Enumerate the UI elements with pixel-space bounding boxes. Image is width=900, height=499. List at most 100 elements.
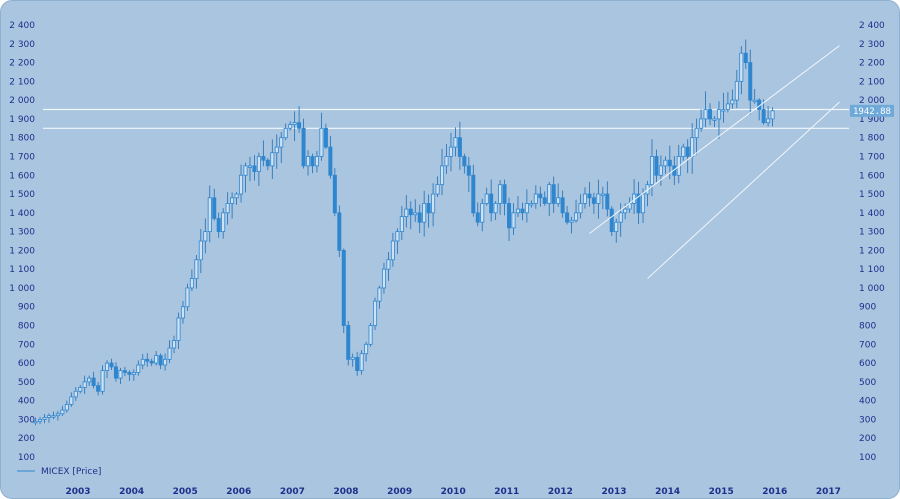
trend-channel: [589, 45, 840, 279]
candle-body: [176, 317, 181, 341]
candle-body: [377, 287, 382, 302]
candle-body: [373, 300, 378, 326]
candle-body: [703, 109, 708, 120]
candle-body: [131, 372, 136, 375]
y-tick-label-right: 2 300: [859, 40, 885, 50]
candle-body: [399, 216, 404, 233]
x-tick-label: 2008: [333, 487, 358, 497]
candle-body: [216, 218, 221, 233]
candle-body: [462, 156, 467, 167]
y-tick-label-left: 500: [18, 378, 35, 388]
last-price-box: [850, 104, 894, 117]
candle-body: [239, 174, 244, 195]
x-tick-label: 2015: [709, 487, 734, 497]
candle-body: [270, 152, 275, 167]
candle-body: [207, 197, 212, 233]
candle-body: [520, 208, 525, 214]
candle-body: [91, 377, 96, 387]
candle-body: [368, 325, 373, 345]
candle-body: [739, 52, 744, 82]
candle-body: [538, 193, 543, 199]
candle-body: [355, 357, 360, 372]
candle-body: [533, 193, 538, 204]
candle-body: [551, 184, 556, 204]
candle-body: [252, 165, 257, 172]
candle-body: [82, 381, 87, 388]
candle-body: [127, 372, 132, 375]
y-tick-label-left: 200: [18, 434, 35, 444]
y-tick-label-right: 200: [859, 434, 876, 444]
last-price-marker: 1942.88: [850, 104, 894, 117]
candle-body: [614, 221, 619, 233]
candle-body: [600, 193, 605, 196]
candle-body: [484, 193, 489, 204]
y-tick-label-right: 1 500: [859, 190, 885, 200]
y-tick-label-right: 500: [859, 378, 876, 388]
candle-body: [395, 231, 400, 242]
candle-body: [582, 193, 587, 204]
y-tick-label-left: 1 700: [9, 152, 35, 162]
y-tick-label-right: 1 800: [859, 134, 885, 144]
candle-body: [712, 118, 717, 121]
candle-body: [163, 358, 168, 366]
x-tick-label: 2016: [762, 487, 787, 497]
candle-body: [69, 396, 74, 405]
y-tick-label-left: 2 300: [9, 40, 35, 50]
candle-body: [261, 156, 266, 161]
y-tick-label-right: 1 300: [859, 228, 885, 238]
candle-body: [194, 259, 199, 279]
x-tick-label: 2013: [601, 487, 626, 497]
candle-body: [730, 99, 735, 105]
candle-body: [60, 409, 65, 415]
candle-body: [256, 156, 261, 172]
y-tick-label-right: 1 200: [859, 246, 885, 256]
candle-body: [301, 127, 306, 167]
candle-body: [346, 325, 351, 360]
candle-body: [288, 124, 293, 129]
candle-body: [591, 197, 596, 204]
candle-body: [51, 415, 56, 418]
y-axis-right: 100 200 300 400 500 600 700 800 900 1 000 1 100 1 2…: [859, 21, 885, 463]
candle-body: [663, 159, 668, 167]
candle-body: [475, 212, 480, 223]
candle-body: [761, 109, 766, 124]
candle-body: [743, 52, 748, 63]
candle-body: [435, 184, 440, 195]
candle-body: [578, 203, 583, 214]
y-tick-label-left: 800: [18, 322, 35, 332]
y-tick-label-left: 1 000: [9, 284, 35, 294]
x-tick-label: 2005: [173, 487, 198, 497]
candle-body: [609, 208, 614, 233]
candle-body: [364, 343, 369, 355]
x-tick-label: 2006: [226, 487, 251, 497]
candle-body: [440, 165, 445, 186]
candle-body: [113, 366, 118, 379]
candle-body: [725, 103, 730, 110]
candle-body: [109, 362, 114, 368]
candle-body: [770, 110, 775, 120]
candle-body: [417, 212, 422, 223]
y-tick-label-right: 1 900: [859, 115, 885, 125]
candle-body: [78, 387, 83, 392]
candle-body: [748, 62, 753, 101]
candle-body: [734, 80, 739, 101]
x-tick-label: 2010: [441, 487, 466, 497]
y-tick-label-right: 1 400: [859, 209, 885, 219]
horizontal-levels: [43, 108, 849, 129]
candle-body: [426, 203, 431, 214]
candle-body: [649, 156, 654, 186]
candle-body: [529, 203, 534, 206]
y-tick-label-right: 900: [859, 303, 876, 313]
candle-body: [623, 208, 628, 214]
y-tick-label-left: 1 500: [9, 190, 35, 200]
y-tick-label-left: 2 100: [9, 77, 35, 87]
candle-body: [203, 231, 208, 242]
candle-body: [408, 208, 413, 216]
candle-body: [310, 156, 315, 167]
candle-body: [55, 413, 60, 417]
y-tick-label-left: 1 200: [9, 246, 35, 256]
channel-line: [589, 45, 840, 234]
candle-body: [158, 355, 163, 366]
candle-body: [636, 193, 641, 214]
